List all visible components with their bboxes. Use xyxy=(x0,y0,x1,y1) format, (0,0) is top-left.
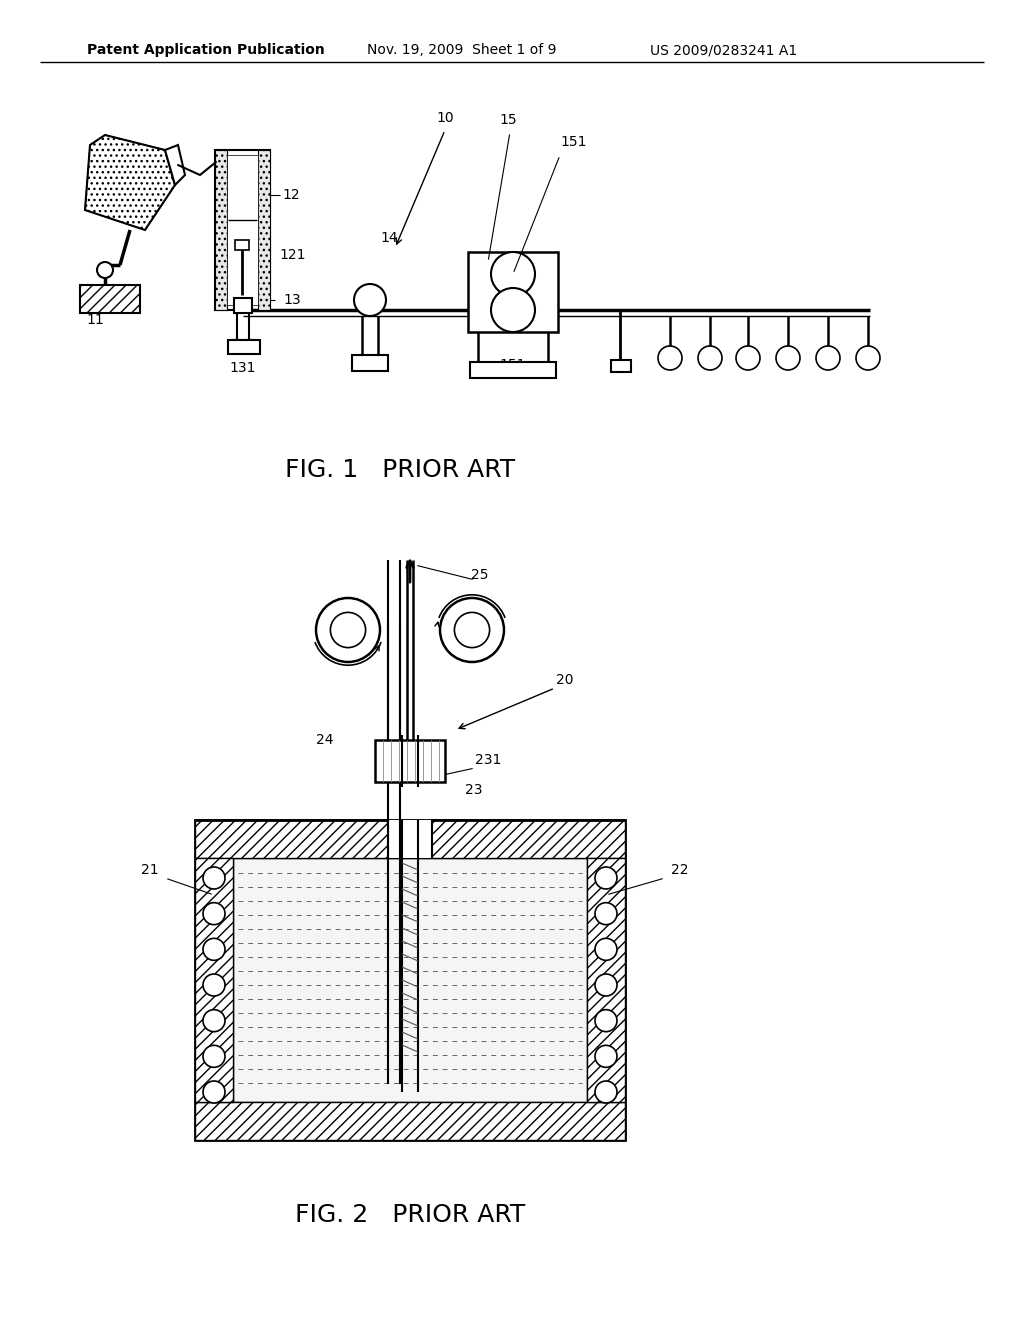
Text: 20: 20 xyxy=(556,673,573,686)
Bar xyxy=(80,285,140,313)
Circle shape xyxy=(203,1081,225,1104)
Circle shape xyxy=(354,284,386,315)
Bar xyxy=(587,858,625,1102)
Circle shape xyxy=(203,903,225,925)
Circle shape xyxy=(203,1010,225,1032)
Circle shape xyxy=(776,346,800,370)
Text: 11: 11 xyxy=(86,313,103,327)
Bar xyxy=(195,1102,625,1140)
Circle shape xyxy=(331,612,366,648)
Circle shape xyxy=(440,598,504,663)
Circle shape xyxy=(203,939,225,961)
Text: 13: 13 xyxy=(283,293,301,308)
Bar xyxy=(215,150,270,310)
Circle shape xyxy=(203,867,225,888)
Bar xyxy=(611,360,631,372)
Circle shape xyxy=(203,1045,225,1068)
Circle shape xyxy=(595,1010,617,1032)
Text: 24: 24 xyxy=(316,733,334,747)
Circle shape xyxy=(595,1045,617,1068)
Text: 131: 131 xyxy=(229,360,256,375)
Text: Patent Application Publication: Patent Application Publication xyxy=(87,44,325,57)
Text: 14: 14 xyxy=(380,231,397,246)
Text: 15: 15 xyxy=(499,114,517,127)
Bar xyxy=(234,298,252,313)
Text: 25: 25 xyxy=(471,568,488,582)
Text: US 2009/0283241 A1: US 2009/0283241 A1 xyxy=(650,44,798,57)
Bar xyxy=(195,820,625,858)
Circle shape xyxy=(490,288,535,333)
Text: 23: 23 xyxy=(465,783,482,797)
Text: Nov. 19, 2009  Sheet 1 of 9: Nov. 19, 2009 Sheet 1 of 9 xyxy=(367,44,556,57)
Circle shape xyxy=(490,252,535,296)
Bar xyxy=(233,858,587,1102)
Circle shape xyxy=(816,346,840,370)
Bar xyxy=(215,150,227,310)
Bar xyxy=(258,150,270,310)
Text: +: + xyxy=(505,264,521,284)
Circle shape xyxy=(698,346,722,370)
Circle shape xyxy=(856,346,880,370)
Text: FIG. 2   PRIOR ART: FIG. 2 PRIOR ART xyxy=(295,1203,525,1228)
Text: 21: 21 xyxy=(141,863,159,876)
Text: 121: 121 xyxy=(279,248,305,261)
Circle shape xyxy=(595,1081,617,1104)
Bar xyxy=(468,252,558,333)
Circle shape xyxy=(595,867,617,888)
Circle shape xyxy=(658,346,682,370)
Bar xyxy=(227,154,258,305)
Bar xyxy=(195,820,625,1140)
Circle shape xyxy=(595,974,617,997)
Circle shape xyxy=(455,612,489,648)
Circle shape xyxy=(97,261,113,279)
Polygon shape xyxy=(85,135,175,230)
Circle shape xyxy=(736,346,760,370)
Text: FIG. 1   PRIOR ART: FIG. 1 PRIOR ART xyxy=(285,458,515,482)
Text: 151: 151 xyxy=(500,358,526,372)
Bar xyxy=(352,355,388,371)
Text: 10: 10 xyxy=(436,111,454,125)
Text: 231: 231 xyxy=(475,752,502,767)
Circle shape xyxy=(316,598,380,663)
Bar xyxy=(228,341,260,354)
Circle shape xyxy=(595,903,617,925)
Text: 22: 22 xyxy=(672,863,689,876)
Polygon shape xyxy=(165,145,185,185)
Text: 12: 12 xyxy=(282,187,300,202)
Bar xyxy=(375,741,445,781)
Bar xyxy=(195,858,233,1102)
Bar xyxy=(388,820,432,858)
Bar xyxy=(234,240,249,249)
Text: +: + xyxy=(505,301,521,319)
Circle shape xyxy=(203,974,225,997)
Text: 151: 151 xyxy=(560,135,587,149)
Bar xyxy=(470,362,556,378)
Circle shape xyxy=(595,939,617,961)
